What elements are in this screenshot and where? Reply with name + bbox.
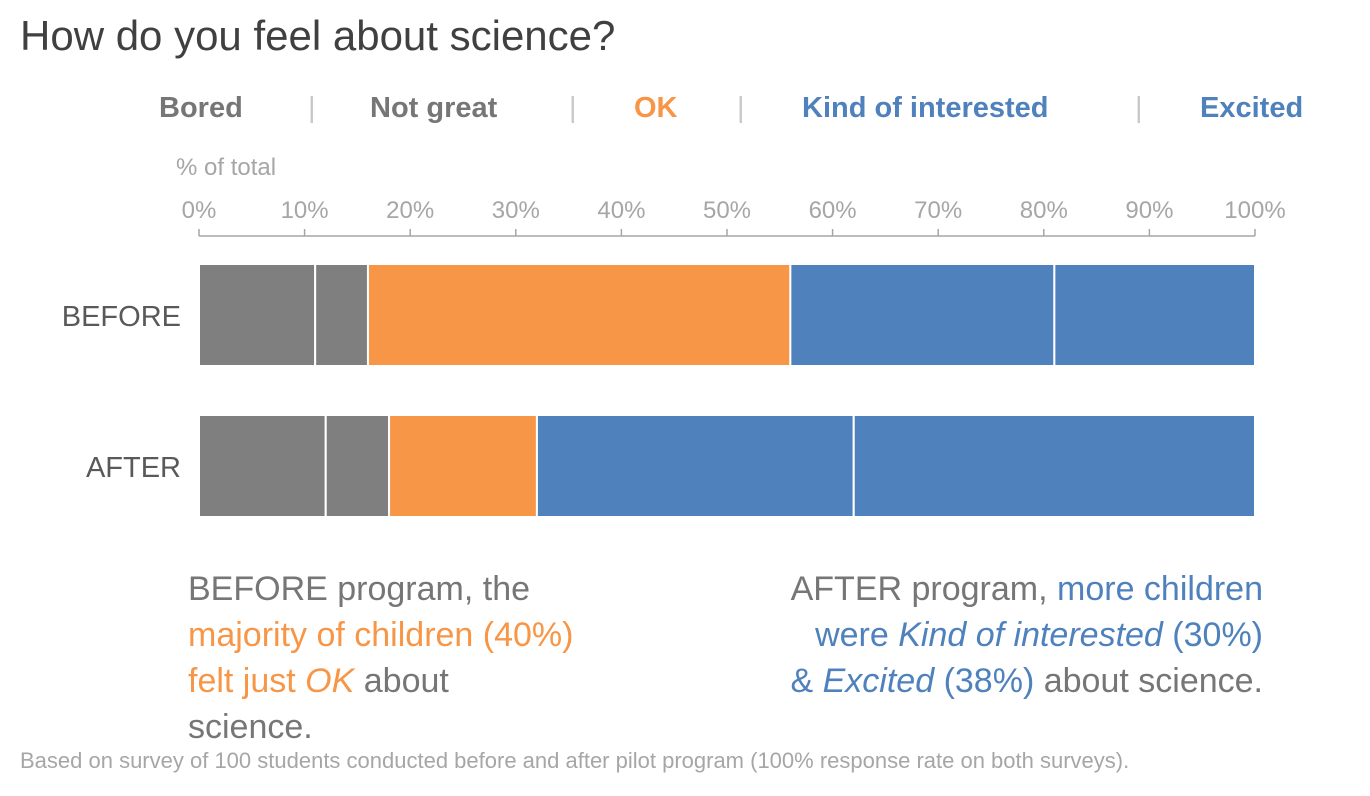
before-note-highlight: majority of children (40%) — [188, 616, 574, 654]
bar-segment-ok — [388, 414, 538, 518]
legend-item-not-great: Not great — [370, 92, 498, 124]
legend-item-kind-of-interested: Kind of interested — [802, 92, 1049, 124]
before-note-text: about — [363, 662, 449, 700]
bar-segment-not-great — [324, 414, 391, 518]
x-tick-label: 100% — [1224, 197, 1285, 224]
bar-segment-kind-of-interested — [789, 263, 1056, 367]
after-note-kind-of-interested: Kind of interested — [898, 616, 1163, 654]
after-note-highlight: (30%) — [1172, 616, 1263, 654]
x-tick-label: 50% — [703, 197, 751, 224]
bar-segment-bored — [198, 414, 327, 518]
category-labels: BEFORE AFTER — [62, 301, 181, 484]
x-tick-label: 20% — [386, 197, 434, 224]
x-tick-label: 40% — [597, 197, 645, 224]
after-note-highlight: were — [815, 616, 889, 654]
legend-separator: | — [1135, 92, 1143, 124]
bars — [198, 263, 1256, 518]
axis-title: % of total — [176, 154, 276, 181]
bar-segment-excited — [1053, 263, 1256, 367]
x-tick-label: 10% — [281, 197, 329, 224]
x-tick-label: 90% — [1125, 197, 1173, 224]
x-tick-label: 80% — [1020, 197, 1068, 224]
stacked-bar-chart: % of total 0% 10% 20% 30% 40% 50% 60% 70% 80% 90%… — [62, 154, 1286, 518]
bar-segment-kind-of-interested — [535, 414, 855, 518]
before-note-text: science. — [188, 708, 313, 746]
legend-separator: | — [737, 92, 745, 124]
after-note-text: AFTER program, — [790, 570, 1048, 608]
before-note-text: BEFORE program, the — [188, 570, 531, 608]
before-note-highlight: felt just — [188, 662, 296, 700]
legend-item-excited: Excited — [1200, 92, 1304, 124]
chart-title: How do you feel about science? — [20, 12, 616, 59]
before-annotation: BEFORE program, the majority of children… — [188, 566, 678, 750]
x-tick-label: 70% — [914, 197, 962, 224]
footnote: Based on survey of 100 students conducte… — [20, 748, 1130, 773]
legend-separator: | — [308, 92, 316, 124]
after-note-excited: Excited — [822, 662, 935, 700]
x-tick-label: 60% — [809, 197, 857, 224]
legend-separator: | — [569, 92, 577, 124]
legend-item-ok: OK — [634, 92, 678, 124]
bar-segment-not-great — [314, 263, 369, 367]
after-note-text: about science. — [1043, 662, 1263, 700]
category-label: BEFORE — [62, 301, 181, 333]
x-tick-label: 30% — [492, 197, 540, 224]
after-note-highlight: (38%) — [943, 662, 1035, 700]
after-annotation: AFTER program, more children were Kind o… — [676, 566, 1263, 704]
x-tick-label: 0% — [182, 197, 217, 224]
bar-segment-bored — [198, 263, 317, 367]
bar-segment-excited — [852, 414, 1256, 518]
category-label: AFTER — [86, 452, 181, 484]
after-note-highlight: more children — [1057, 570, 1263, 608]
before-note-ok: OK — [305, 662, 355, 700]
legend-item-bored: Bored — [159, 92, 243, 124]
after-note-highlight: & — [790, 662, 814, 700]
bar-segment-ok — [366, 263, 792, 367]
x-axis: 0% 10% 20% 30% 40% 50% 60% 70% 80% 90% 100% — [182, 197, 1286, 237]
